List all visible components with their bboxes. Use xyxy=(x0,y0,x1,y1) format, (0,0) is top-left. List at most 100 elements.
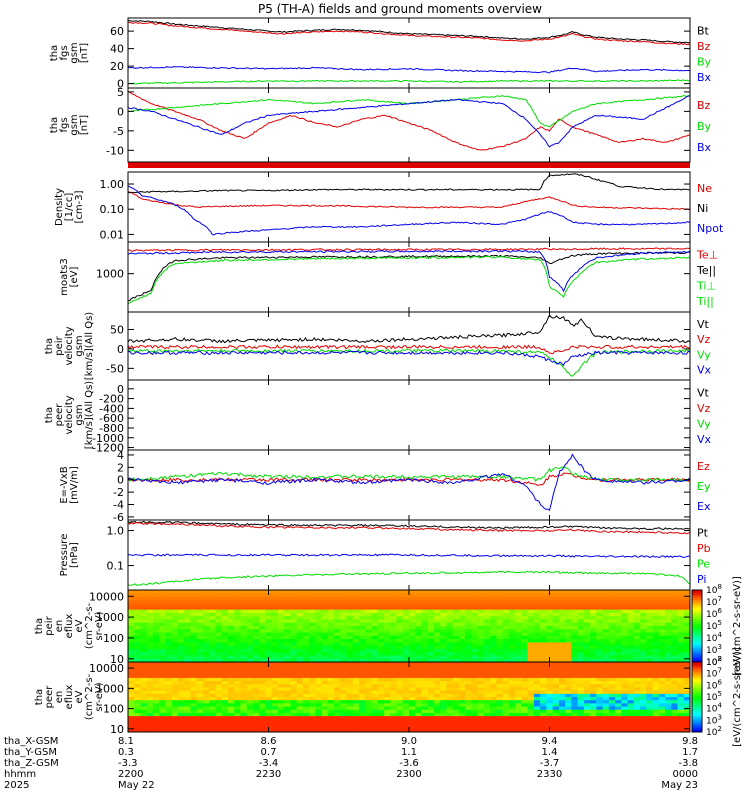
spectrogram-cell xyxy=(508,693,516,698)
spectrogram-cell xyxy=(327,662,335,666)
colorbar-segment xyxy=(692,676,702,679)
spectrogram-cell xyxy=(490,681,497,685)
spectrogram-cell xyxy=(677,684,685,688)
spectrogram-cell xyxy=(146,619,154,624)
spectrogram-cell xyxy=(652,703,660,708)
spectrogram-cell xyxy=(590,606,597,611)
spectrogram-cell xyxy=(646,671,654,676)
spectrogram-cell xyxy=(683,599,691,604)
spectrogram-cell xyxy=(527,709,535,714)
spectrogram-cell xyxy=(665,626,672,630)
spectrogram-cell xyxy=(596,603,604,607)
spectrogram-cell xyxy=(296,635,304,640)
spectrogram-cell xyxy=(365,590,373,594)
x-tick-value: 0.7 xyxy=(261,747,277,758)
spectrogram-cell xyxy=(302,706,310,711)
spectrogram-cell xyxy=(683,655,691,660)
spectrogram-cell xyxy=(571,593,579,598)
spectrogram-cell xyxy=(259,712,266,717)
spectrogram-cell xyxy=(234,703,241,708)
spectrogram-cell xyxy=(196,674,204,679)
spectrogram-cell xyxy=(171,700,179,704)
spectrogram-cell xyxy=(215,674,223,679)
spectrogram-cell xyxy=(340,652,348,656)
spectrogram-cell xyxy=(221,684,229,688)
spectrogram-cell xyxy=(221,603,229,607)
spectrogram-cell xyxy=(646,596,654,601)
spectrogram-cell xyxy=(602,632,610,637)
spectrogram-cell xyxy=(309,700,316,704)
spectrogram-cell xyxy=(377,606,385,611)
y-axis-label: [km/s](All Qs) xyxy=(84,312,95,380)
spectrogram-cell xyxy=(215,677,223,682)
spectrogram-cell xyxy=(415,684,422,688)
spectrogram-cell xyxy=(577,635,585,640)
spectrogram-cell xyxy=(309,616,316,620)
spectrogram-cell xyxy=(565,652,572,656)
spectrogram-cell xyxy=(502,687,510,692)
spectrogram-cell xyxy=(652,728,660,733)
colorbar-tick-label: 104 xyxy=(706,631,722,644)
spectrogram-cell xyxy=(315,619,323,624)
spectrogram-cell xyxy=(565,697,572,701)
colorbar-segment xyxy=(692,683,702,686)
spectrogram-cell xyxy=(321,626,329,630)
spectrogram-cell xyxy=(215,722,223,727)
spectrogram-cell xyxy=(477,622,485,627)
spectrogram-cell xyxy=(352,632,360,637)
spectrogram-cell xyxy=(508,593,516,598)
x-tick-value: 1.1 xyxy=(401,747,417,758)
spectrogram-cell xyxy=(508,719,516,723)
spectrogram-cell xyxy=(177,706,185,711)
spectrogram-cell xyxy=(671,668,679,673)
spectrogram-cell xyxy=(221,662,229,666)
spectrogram-cell xyxy=(221,728,229,733)
spectrogram-cell xyxy=(602,639,610,643)
spectrogram-cell xyxy=(583,642,591,647)
spectrogram-cell xyxy=(665,606,672,611)
spectrogram-cell xyxy=(215,725,223,730)
spectrogram-cell xyxy=(271,590,279,594)
spectrogram-cell xyxy=(571,645,579,650)
spectrogram-cell xyxy=(458,642,466,647)
spectrogram-cell xyxy=(440,665,447,669)
x-tick-value: 9.4 xyxy=(542,736,558,747)
spectrogram-cell xyxy=(515,652,522,656)
spectrogram-cell xyxy=(446,697,454,701)
spectrogram-cell xyxy=(409,596,416,601)
spectrogram-cell xyxy=(633,599,641,604)
spectrogram-cell xyxy=(440,725,447,730)
spectrogram-cell xyxy=(159,681,166,685)
spectrogram-cell xyxy=(165,632,173,637)
colorbar-segment xyxy=(692,666,702,670)
spectrogram-cell xyxy=(340,703,348,708)
spectrogram-cell xyxy=(521,677,529,682)
spectrogram-cell xyxy=(390,612,398,617)
spectrogram-cell xyxy=(271,716,279,720)
spectrogram-cell xyxy=(483,690,491,695)
spectrogram-cell xyxy=(402,681,410,685)
spectrogram-cell xyxy=(209,681,216,685)
spectrogram-cell xyxy=(309,590,316,594)
spectrogram-cell xyxy=(134,599,141,604)
spectrogram-cell xyxy=(209,606,216,611)
spectrogram-cell xyxy=(596,674,604,679)
spectrogram-cell xyxy=(558,622,566,627)
spectrogram-cell xyxy=(259,658,266,663)
x-tick-value: 0.3 xyxy=(118,747,134,758)
spectrogram-cell xyxy=(421,593,429,598)
spectrogram-cell xyxy=(496,709,504,714)
spectrogram-cell xyxy=(627,697,635,701)
spectrogram-cell xyxy=(390,632,398,637)
spectrogram-cell xyxy=(240,593,248,598)
spectrogram-cell xyxy=(265,596,273,601)
spectrogram-cell xyxy=(240,632,248,637)
spectrogram-cell xyxy=(440,706,447,711)
spectrogram-cell xyxy=(321,622,329,627)
spectrogram-cell xyxy=(627,662,635,666)
spectrogram-cell xyxy=(415,612,422,617)
spectrogram-cell xyxy=(271,645,279,650)
spectrogram-cell xyxy=(671,599,679,604)
spectrogram-cell xyxy=(671,609,679,614)
spectrogram-cell xyxy=(583,716,591,720)
